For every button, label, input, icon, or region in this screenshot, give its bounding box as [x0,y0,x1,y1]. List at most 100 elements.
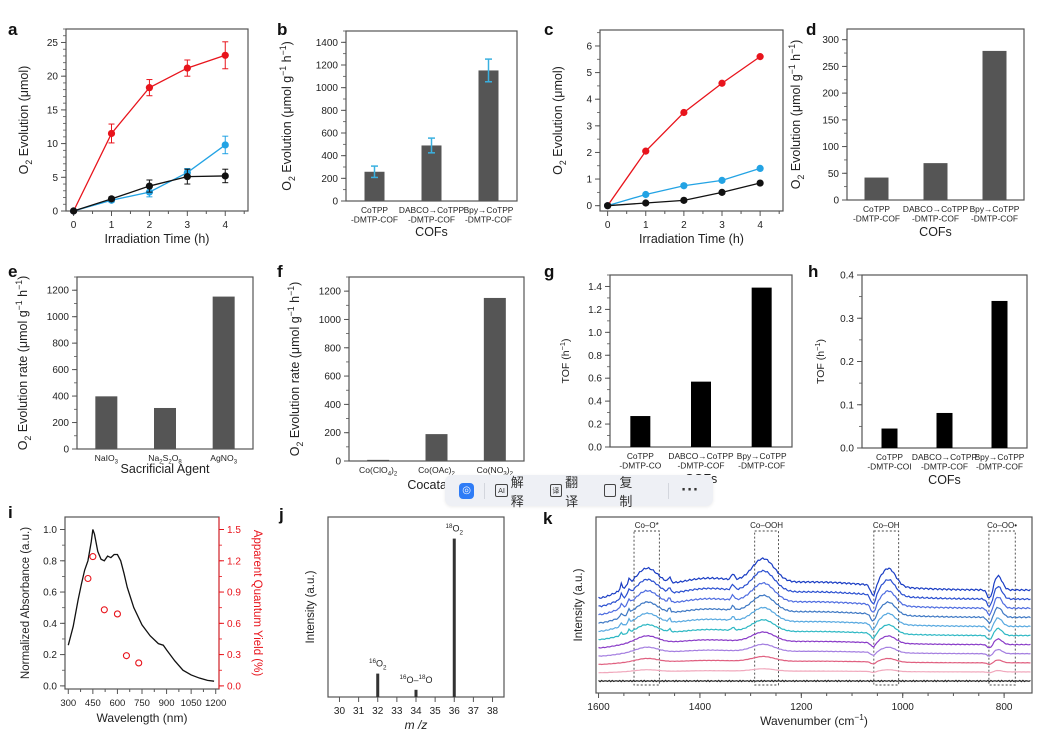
label-segment: 2 [796,175,806,180]
category-label: DABCO→CoTPP [668,451,734,461]
bar [154,407,176,449]
y-tick-label: 0.2 [588,420,602,431]
label-segment: −1 [278,45,288,55]
x-tick-label: 900 [159,698,175,709]
label-segment: h [280,55,294,65]
spectrum-line [598,631,1031,649]
label-segment: O [376,659,383,669]
data-point-black [69,207,78,215]
aqy-point [89,553,97,561]
chart-panel-j: 30 31 32 33 34 35 36 37 38 16​O2​ 16​O–18​O 18​O2​ m… [305,516,505,732]
x-axis-label: m /z [405,718,428,732]
y-tick-label: 0.3 [840,314,854,325]
label-segment: COFs [928,473,961,487]
label-segment: O [551,165,565,175]
y-tick-label: 800 [52,339,69,350]
label-segment: Irradiation Time (h) [639,232,744,246]
label-segment: -DMTP-COF [971,214,1018,224]
copy-button[interactable]: 复制 [603,472,644,510]
assistant-logo-icon[interactable]: ◎ [459,482,475,499]
category-label: -DMTP-COF [738,461,785,471]
label-segment: 18 [419,674,427,681]
label-segment: h [789,54,803,64]
label-segment: mol) [17,66,31,90]
label-segment: 2 [23,436,33,441]
bar [923,163,948,200]
y-tick-label: 200 [321,174,338,185]
label-segment: -DMTP-COF [465,215,512,225]
bar [691,381,711,447]
x-tick-label: 37 [468,706,480,717]
y-tick-label: 0 [332,197,338,208]
label-segment: μ [17,90,31,97]
y-axis-label: TOF (h−1​) [558,339,572,384]
category-label: -DMTP-COF [408,215,455,225]
x-tick-label: 31 [353,706,365,717]
label-segment: Co(OAc) [418,465,452,475]
category-label: CoTPP [627,451,654,461]
region-box [754,530,779,686]
y-tick-label: 0.4 [43,619,57,630]
label-segment: 2 [383,664,387,671]
label-segment: mol g [280,76,294,107]
label-segment: O [16,440,30,450]
more-button[interactable]: ··· [681,483,699,498]
region-box [873,530,900,686]
label-segment: DABCO→CoTPP [903,204,969,214]
absorbance-line [67,529,215,682]
label-segment: ) [789,40,803,44]
explain-button[interactable]: AI 解释 [495,472,535,510]
label-segment: Evolution ( [280,113,294,176]
y-tick-label: 1.2 [227,556,241,567]
y-tick-label: 300 [822,35,839,46]
label-segment: −1 [854,712,864,722]
label-segment: Intensity (a.u.) [305,570,317,643]
spectrum-line [598,668,1031,674]
label-segment: Evolution rate (μmol g [16,310,30,435]
label-segment: 3 [234,460,238,466]
category-label: CoTPP [361,205,388,215]
y-tick-label: 0.8 [588,351,602,362]
region-box [988,530,1016,686]
y-tick-label: 4 [586,95,592,106]
translate-button[interactable]: 译 翻译 [549,472,590,510]
x-tick-label: 300 [60,698,76,709]
label-segment: ) [864,714,868,728]
y-tick-label: 1.0 [588,328,602,339]
label-segment: / [415,718,423,732]
label-segment: 3 [503,472,507,478]
bar [864,177,889,200]
data-point-red [107,129,116,138]
label-segment: 2 [558,160,568,165]
panel-label-c: c [544,20,553,39]
label-segment: 2 [168,460,172,466]
spectrum-line [598,655,1031,666]
label-segment: −1 [14,280,24,290]
label-segment: CoTPP [863,204,890,214]
x-tick-label: 600 [109,698,125,709]
ai-icon: AI [495,484,508,497]
copy-label: 复制 [619,475,633,510]
label-segment: −1 [278,66,288,76]
y-tick-label: 20 [47,72,59,83]
label-segment: COFs [919,225,952,239]
label-segment: O [453,524,460,534]
label-segment: Apparent Quantum Yield (%) [251,530,263,677]
y-tick-label: 0 [63,445,69,456]
label-segment: 2 [159,460,163,466]
data-point-red [145,84,154,92]
y-tick-label: 800 [321,106,338,117]
y-tick-label: 0.4 [588,397,602,408]
label-segment: −1 [813,343,822,351]
label-segment: CoTPP [627,451,654,461]
peak-bar [414,689,418,697]
y-tick-label: 15 [47,105,59,116]
spectrum-line [598,594,1031,625]
y-tick-label: 200 [822,89,839,100]
bar [364,171,385,201]
label-segment: Bpy→CoTPP [970,204,1020,214]
label-segment: -DMTP-COF [853,214,900,224]
data-point-blue [642,190,650,199]
x-tick-label: 2 [147,220,153,231]
data-point-blue [680,182,688,190]
